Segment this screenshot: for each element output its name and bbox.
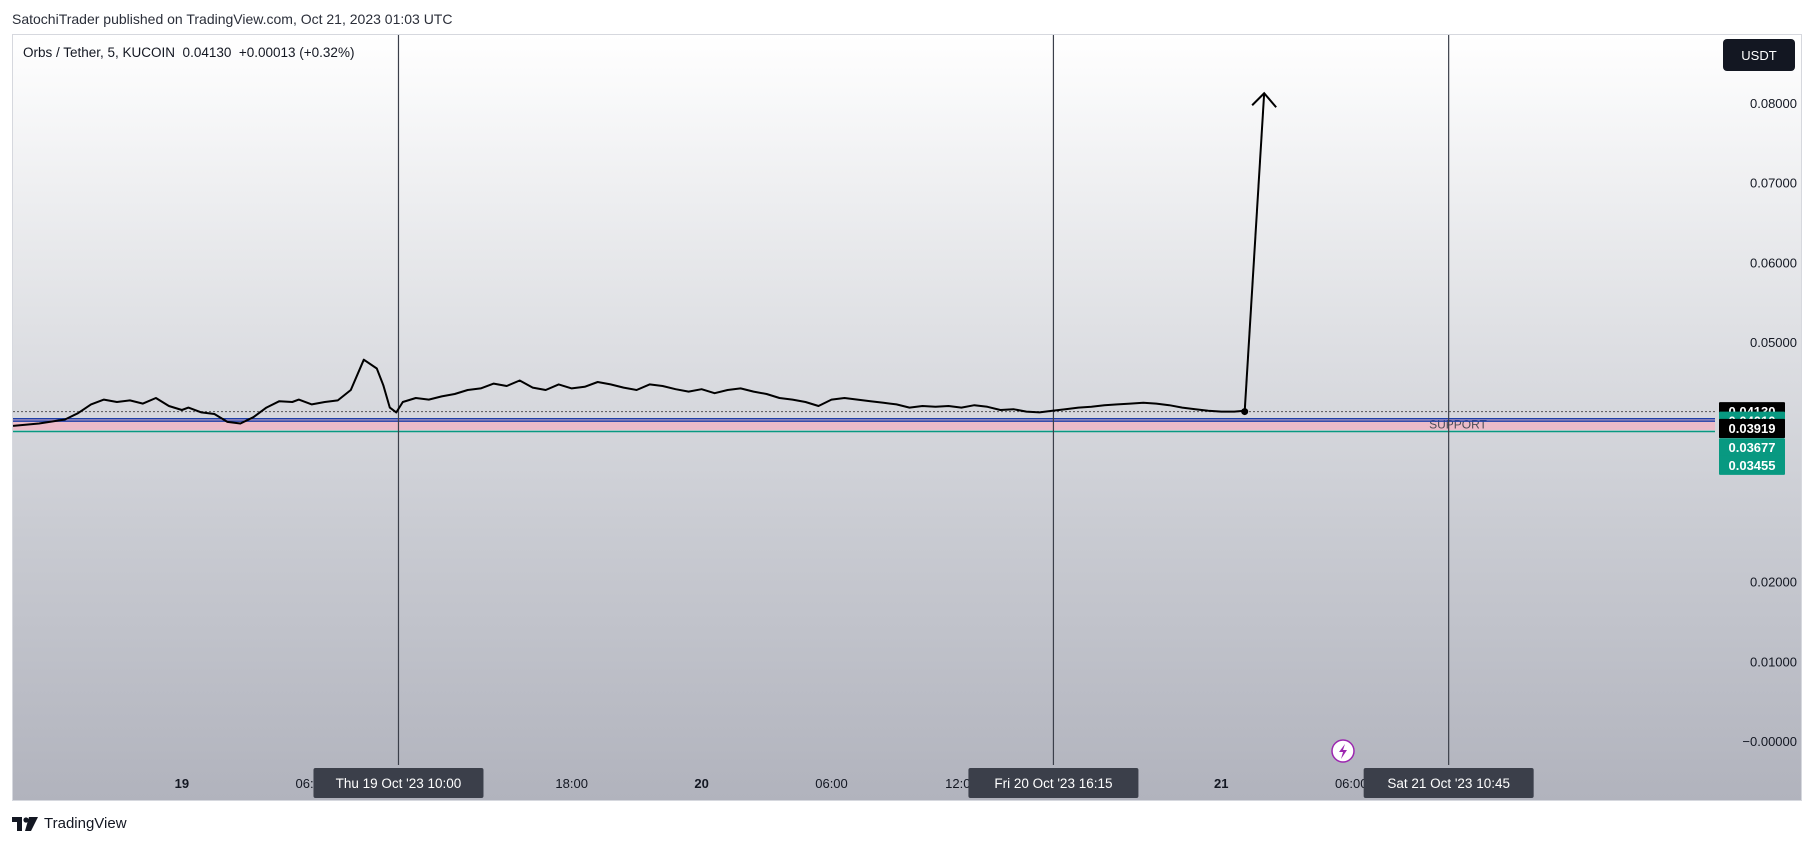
y-tick-label: 0.01000 [1750, 654, 1797, 669]
price-badge-2: 0.03919 [1719, 418, 1785, 438]
price-badge-3: 0.03677 [1719, 438, 1785, 458]
price-badge-label: 0.03677 [1729, 440, 1776, 455]
y-tick-label: 0.02000 [1750, 575, 1797, 590]
x-tick-label: 19 [175, 776, 189, 791]
y-tick-label: 0.08000 [1750, 96, 1797, 111]
footer-brand: TradingView [44, 815, 127, 832]
y-tick-label: 0.07000 [1750, 176, 1797, 191]
price-badge-bg [1719, 418, 1785, 438]
time-marker-label-0: Thu 19 Oct '23 10:00 [313, 768, 484, 798]
lightning-icon-bolt [1339, 744, 1347, 759]
lightning-icon [1331, 739, 1355, 763]
x-tick-label: 06:00 [815, 776, 848, 791]
time-marker-text: Thu 19 Oct '23 10:00 [336, 776, 462, 791]
tradingview-logo[interactable]: TradingView [12, 815, 127, 832]
price-line [13, 358, 1245, 427]
currency-button[interactable]: USDT [1723, 39, 1795, 71]
support-zone [13, 418, 1715, 430]
price-chart[interactable]: SUPPORT0.080000.070000.060000.050000.020… [13, 35, 1802, 801]
time-marker-text: Fri 20 Oct '23 16:15 [994, 776, 1112, 791]
y-tick-label: −0.00000 [1742, 734, 1797, 749]
y-tick-label: 0.06000 [1750, 255, 1797, 270]
x-tick-label: 18:00 [555, 776, 588, 791]
chart-area[interactable]: SUPPORT 0.08000 0.07000 0.06000 0.05000 0.020… [12, 34, 1802, 801]
x-tick-label: 06:00 [1335, 776, 1368, 791]
price-badge-bg [1719, 455, 1785, 475]
price-badge-label: 0.03919 [1729, 421, 1776, 436]
y-tick-label: 0.05000 [1750, 335, 1797, 350]
price-badge-label: 0.03455 [1729, 458, 1776, 473]
time-marker-label-2: Sat 21 Oct '23 10:45 [1363, 768, 1534, 798]
time-marker-text: Sat 21 Oct '23 10:45 [1387, 776, 1510, 791]
price-badge-4: 0.03455 [1719, 455, 1785, 475]
x-tick-label: 21 [1214, 776, 1228, 791]
tradingview-logo-icon [12, 816, 38, 831]
projection-arrow-head [1251, 91, 1277, 108]
time-marker-bg [1363, 768, 1534, 798]
time-marker-bg [313, 768, 484, 798]
publish-info: SatochiTrader published on TradingView.c… [12, 11, 453, 27]
x-tick-label: 20 [694, 776, 708, 791]
time-marker-bg [968, 768, 1139, 798]
time-marker-label-1: Fri 20 Oct '23 16:15 [968, 768, 1139, 798]
projection-arrow [1243, 93, 1266, 412]
price-badge-bg [1719, 438, 1785, 458]
symbol-legend: Orbs / Tether, 5, KUCOIN 0.04130 +0.0001… [23, 45, 355, 60]
